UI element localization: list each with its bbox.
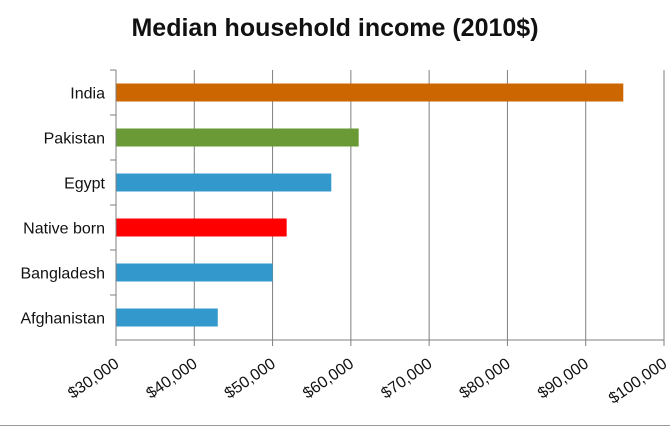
bars [116, 83, 624, 327]
x-tick-label: $90,000 [535, 355, 592, 402]
axes [110, 69, 665, 346]
category-label: Bangladesh [20, 266, 105, 283]
x-tick-label: $80,000 [457, 355, 514, 402]
category-label: India [70, 86, 105, 103]
category-label: Pakistan [44, 131, 105, 148]
category-label: Egypt [64, 176, 105, 193]
category-label: Afghanistan [20, 311, 105, 328]
bar-india [116, 83, 624, 102]
gridlines [193, 70, 665, 340]
x-tick-label: $100,000 [606, 355, 670, 407]
category-label: Native born [23, 221, 105, 238]
x-tick-label: $30,000 [65, 355, 122, 402]
x-tick-label: $60,000 [300, 355, 357, 402]
category-labels: India Pakistan Egypt Native born Bangladesh A… [20, 86, 105, 328]
bar-native-born [116, 218, 287, 237]
chart-title: Median household income (2010$) [131, 14, 539, 42]
bottom-border [0, 425, 670, 426]
tick-labels: $30,000 $40,000 $50,000 $60,000 $70,000 $80,0… [65, 355, 670, 407]
x-tick-label: $40,000 [143, 355, 200, 402]
x-tick-label: $70,000 [378, 355, 435, 402]
bar-afghanistan [116, 308, 218, 327]
bar-bangladesh [116, 263, 273, 282]
bar-pakistan [116, 128, 359, 147]
x-tick-label: $50,000 [222, 355, 279, 402]
bar-egypt [116, 173, 332, 192]
